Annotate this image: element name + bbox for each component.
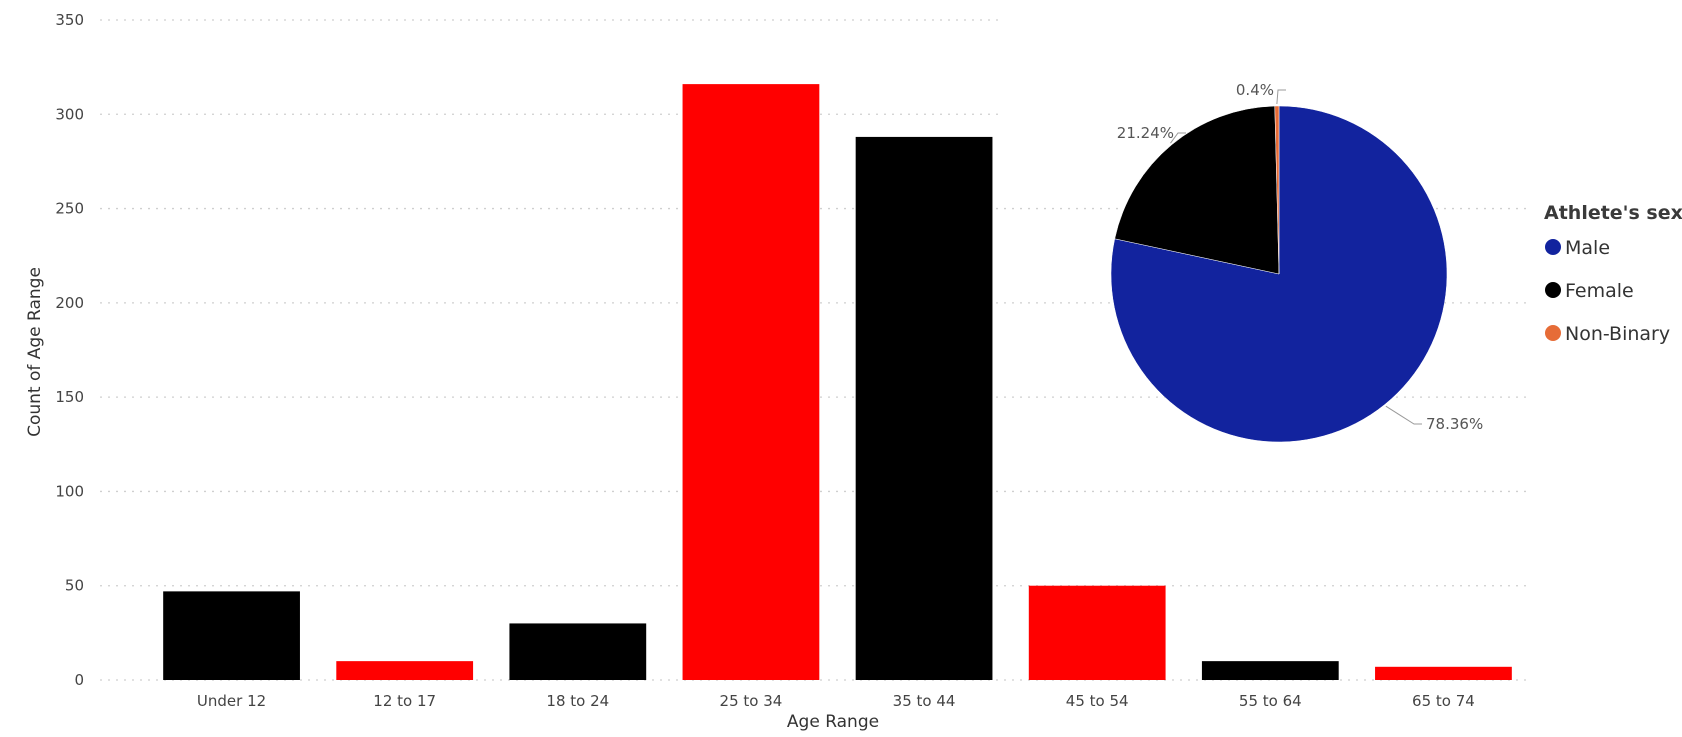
legend-item-label[interactable]: Female <box>1565 280 1634 302</box>
x-tick-label: Under 12 <box>197 692 266 710</box>
y-tick-label: 300 <box>55 105 84 123</box>
y-tick-label: 200 <box>55 294 84 312</box>
bar[interactable] <box>1201 661 1339 680</box>
y-tick-label: 100 <box>55 482 84 500</box>
pie-slice[interactable] <box>1274 105 1280 275</box>
x-tick-label: 18 to 24 <box>546 692 609 710</box>
x-tick-label: 25 to 34 <box>720 692 783 710</box>
x-axis-title: Age Range <box>787 712 879 732</box>
bar-chart: 0 50 100 150 200 250 300 350 Under 12 12 to 17 18… <box>25 11 1530 732</box>
bar[interactable] <box>163 591 300 680</box>
pie-slices <box>1110 105 1448 443</box>
bar[interactable] <box>855 136 993 680</box>
legend-item-label[interactable]: Non-Binary <box>1565 323 1670 345</box>
bar-gridlines <box>100 19 1530 681</box>
bar-y-tick-labels: 0 50 100 150 200 250 300 350 <box>55 11 84 689</box>
y-tick-label: 0 <box>74 671 84 689</box>
legend-title: Athlete's sex <box>1544 202 1682 224</box>
legend-item-label[interactable]: Male <box>1565 237 1610 259</box>
legend-marker[interactable] <box>1545 239 1561 255</box>
legend-marker[interactable] <box>1545 282 1561 298</box>
pie-data-label: 0.4% <box>1236 81 1274 99</box>
bar-series <box>163 84 1512 681</box>
bar[interactable] <box>509 623 647 680</box>
pie-leader-line <box>1385 405 1422 425</box>
pie-leader-line <box>1170 132 1186 144</box>
x-tick-label: 65 to 74 <box>1412 692 1475 710</box>
y-tick-label: 350 <box>55 11 84 29</box>
bar[interactable] <box>1028 585 1166 680</box>
legend-marker[interactable] <box>1545 325 1561 341</box>
x-tick-label: 12 to 17 <box>373 692 436 710</box>
x-tick-label: 35 to 44 <box>893 692 956 710</box>
y-tick-label: 50 <box>65 577 84 595</box>
pie-data-labels: 78.36% 21.24% 0.4% <box>1117 81 1483 433</box>
bar-x-tick-labels: Under 12 12 to 17 18 to 24 25 to 34 35 to 44… <box>197 692 1475 710</box>
bar[interactable] <box>682 84 820 681</box>
y-axis-title: Count of Age Range <box>25 267 45 437</box>
pie-data-label: 78.36% <box>1426 415 1483 433</box>
bar[interactable] <box>1375 666 1512 680</box>
x-tick-label: 45 to 54 <box>1066 692 1129 710</box>
x-tick-label: 55 to 64 <box>1239 692 1302 710</box>
pie-data-label: 21.24% <box>1117 124 1174 142</box>
pie-chart: 78.36% 21.24% 0.4% <box>1110 81 1483 443</box>
pie-slice[interactable] <box>1114 105 1280 275</box>
pie-leader-line <box>1276 89 1286 105</box>
y-tick-label: 150 <box>55 388 84 406</box>
y-tick-label: 250 <box>55 200 84 218</box>
pie-legend: Athlete's sex Male Female Non-Binary <box>1544 202 1682 345</box>
bar[interactable] <box>336 661 474 680</box>
